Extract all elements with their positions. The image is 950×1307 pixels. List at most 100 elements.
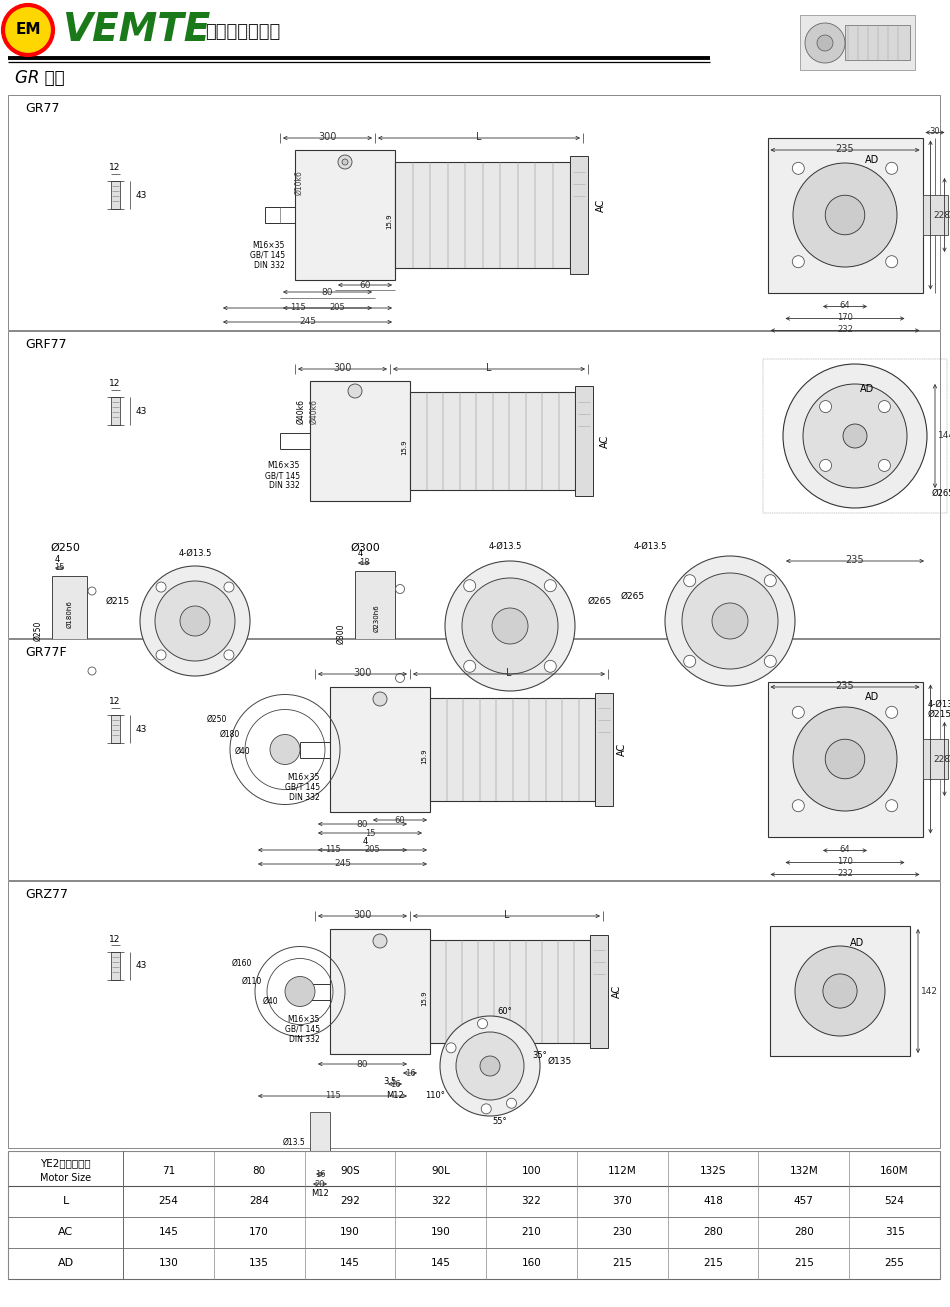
Text: 15: 15	[54, 563, 65, 572]
Text: Ø40: Ø40	[262, 997, 278, 1006]
Circle shape	[793, 163, 897, 267]
Text: 4-Ø13.5: 4-Ø13.5	[488, 541, 522, 550]
Circle shape	[817, 35, 833, 51]
Text: Ø135: Ø135	[548, 1056, 572, 1065]
Text: 524: 524	[884, 1196, 904, 1206]
Bar	[110, 715, 120, 742]
Circle shape	[803, 384, 907, 488]
Bar	[310, 382, 410, 501]
Text: 232: 232	[837, 325, 853, 335]
Text: 110°: 110°	[425, 1091, 445, 1100]
Circle shape	[445, 561, 575, 691]
Bar	[770, 925, 910, 1056]
Text: 160M: 160M	[881, 1166, 909, 1176]
Bar	[430, 940, 590, 1043]
Text: 80: 80	[357, 819, 369, 829]
Bar	[768, 137, 922, 293]
Circle shape	[843, 423, 867, 448]
Text: 245: 245	[334, 859, 351, 868]
Circle shape	[885, 706, 898, 719]
Text: AD: AD	[865, 691, 880, 702]
Text: 55°: 55°	[493, 1116, 507, 1125]
Text: 292: 292	[340, 1196, 360, 1206]
Text: 235: 235	[846, 555, 864, 565]
Text: GRF77: GRF77	[25, 339, 67, 352]
Circle shape	[338, 156, 352, 169]
Text: 254: 254	[159, 1196, 179, 1206]
Text: 唯玛特减速电机: 唯玛特减速电机	[205, 24, 280, 41]
Text: Ø180h6: Ø180h6	[66, 600, 72, 629]
Bar	[295, 150, 395, 280]
Text: 160: 160	[522, 1259, 542, 1268]
Text: 12: 12	[109, 935, 121, 944]
Text: Ø265: Ø265	[932, 489, 950, 498]
Text: 232: 232	[837, 869, 853, 878]
Text: 300: 300	[353, 910, 371, 920]
Text: 215: 215	[703, 1259, 723, 1268]
Circle shape	[285, 976, 315, 1006]
Text: 210: 210	[522, 1227, 542, 1236]
Text: 280: 280	[794, 1227, 814, 1236]
Circle shape	[765, 575, 776, 587]
Text: DIN 332: DIN 332	[289, 792, 320, 801]
Text: 190: 190	[431, 1227, 450, 1236]
Circle shape	[879, 400, 890, 413]
Circle shape	[155, 582, 235, 661]
Text: L: L	[486, 363, 492, 372]
Circle shape	[885, 800, 898, 812]
Circle shape	[156, 582, 166, 592]
Text: 4-Ø13.5: 4-Ø13.5	[927, 699, 950, 708]
Bar	[845, 25, 910, 60]
Circle shape	[395, 584, 405, 593]
Circle shape	[793, 707, 897, 812]
Bar	[110, 397, 120, 425]
Text: AD: AD	[865, 156, 880, 165]
Text: 43: 43	[136, 191, 147, 200]
Text: M16×35: M16×35	[288, 1014, 320, 1023]
Text: 170: 170	[249, 1227, 269, 1236]
Circle shape	[180, 606, 210, 637]
Bar	[52, 576, 87, 686]
Text: AC: AC	[612, 985, 622, 999]
Bar	[310, 1112, 330, 1172]
Text: 370: 370	[613, 1196, 632, 1206]
Bar	[8, 331, 940, 638]
Circle shape	[684, 655, 695, 668]
Bar	[8, 639, 940, 880]
Text: 135: 135	[249, 1259, 269, 1268]
Circle shape	[478, 1018, 487, 1029]
Text: 145: 145	[340, 1259, 360, 1268]
Text: Ø265: Ø265	[621, 592, 645, 600]
Text: 4-Ø13.5: 4-Ø13.5	[179, 549, 212, 558]
Circle shape	[446, 1043, 456, 1053]
Text: 145: 145	[159, 1227, 179, 1236]
Circle shape	[440, 1016, 540, 1116]
Text: 142: 142	[921, 987, 938, 996]
Text: Motor Size: Motor Size	[40, 1172, 91, 1183]
Text: 12: 12	[109, 163, 121, 173]
Circle shape	[665, 555, 795, 686]
Circle shape	[395, 673, 405, 682]
Text: 132S: 132S	[700, 1166, 727, 1176]
Text: GRZ77: GRZ77	[25, 889, 68, 902]
Bar	[768, 681, 922, 836]
Text: M12: M12	[386, 1091, 404, 1100]
Text: 90S: 90S	[340, 1166, 360, 1176]
Bar	[570, 156, 588, 274]
Circle shape	[795, 946, 885, 1036]
Circle shape	[544, 580, 557, 592]
Circle shape	[885, 256, 898, 268]
Text: GB/T 145: GB/T 145	[265, 472, 300, 481]
Text: L: L	[476, 132, 482, 142]
Text: 71: 71	[162, 1166, 175, 1176]
Text: Ø230h6: Ø230h6	[374, 605, 380, 633]
Circle shape	[456, 1033, 524, 1100]
Text: 20: 20	[314, 1180, 325, 1189]
Text: 245: 245	[299, 318, 316, 325]
Text: 170: 170	[837, 314, 853, 323]
Text: 16: 16	[314, 1170, 325, 1179]
Text: AD: AD	[57, 1259, 73, 1268]
Text: 315: 315	[884, 1227, 904, 1236]
Text: 3.5: 3.5	[384, 1077, 397, 1086]
Circle shape	[480, 1056, 500, 1076]
